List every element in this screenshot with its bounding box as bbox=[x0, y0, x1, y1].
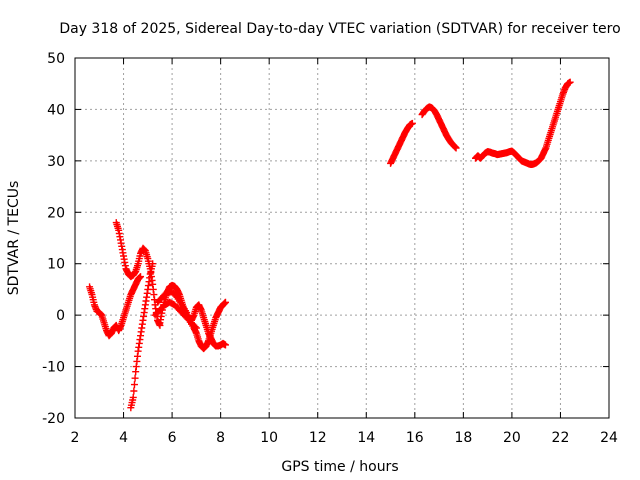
y-axis-tick-labels: -20 -10 0 10 20 30 40 50 bbox=[42, 51, 65, 427]
y-tick-label: 50 bbox=[47, 51, 65, 67]
data-series-segment-8 bbox=[418, 103, 460, 152]
data-point bbox=[192, 324, 200, 332]
chart-title: Day 318 of 2025, Sidereal Day-to-day VTE… bbox=[59, 21, 620, 37]
y-tick-label: 20 bbox=[47, 205, 65, 221]
data-point bbox=[221, 298, 229, 306]
y-tick-label: 0 bbox=[56, 308, 65, 324]
x-tick-label: 24 bbox=[600, 430, 618, 446]
y-tick-label: -10 bbox=[42, 360, 65, 376]
data-series-segment-7 bbox=[387, 119, 416, 167]
y-tick-label: 40 bbox=[47, 102, 65, 118]
plot-frame bbox=[74, 57, 610, 419]
data-series-segment-9 bbox=[472, 78, 574, 168]
x-axis-tick-labels: 2 4 6 8 10 12 14 16 18 20 22 24 bbox=[71, 430, 618, 446]
data-point bbox=[131, 374, 139, 382]
x-tick-label: 8 bbox=[216, 430, 225, 446]
x-tick-label: 16 bbox=[406, 430, 424, 446]
y-axis-title: SDTVAR / TECUs bbox=[6, 181, 22, 296]
data-series bbox=[86, 78, 574, 412]
data-series-segment-1 bbox=[86, 273, 145, 340]
data-point bbox=[408, 119, 416, 127]
x-tick-label: 4 bbox=[119, 430, 128, 446]
data-point bbox=[149, 260, 157, 268]
y-tick-label: 10 bbox=[47, 257, 65, 273]
data-series-segment-6 bbox=[154, 288, 200, 332]
x-tick-label: 2 bbox=[71, 430, 80, 446]
data-point bbox=[566, 78, 574, 86]
x-axis-title: GPS time / hours bbox=[281, 459, 398, 475]
data-point bbox=[452, 144, 460, 152]
data-point bbox=[137, 273, 145, 281]
axis-ticks bbox=[74, 57, 610, 419]
y-tick-label: 30 bbox=[47, 154, 65, 170]
x-tick-label: 18 bbox=[454, 430, 472, 446]
data-point bbox=[130, 387, 138, 395]
x-tick-label: 12 bbox=[309, 430, 327, 446]
x-tick-label: 14 bbox=[357, 430, 375, 446]
data-point bbox=[129, 393, 137, 401]
x-tick-label: 6 bbox=[168, 430, 177, 446]
data-point bbox=[130, 381, 138, 389]
x-tick-label: 20 bbox=[503, 430, 521, 446]
data-point bbox=[191, 323, 199, 331]
y-tick-label: -20 bbox=[42, 411, 65, 427]
data-series-segment-3 bbox=[127, 260, 157, 412]
data-point bbox=[221, 341, 229, 349]
grid-lines bbox=[75, 58, 609, 418]
x-tick-label: 10 bbox=[260, 430, 278, 446]
x-tick-label: 22 bbox=[552, 430, 570, 446]
